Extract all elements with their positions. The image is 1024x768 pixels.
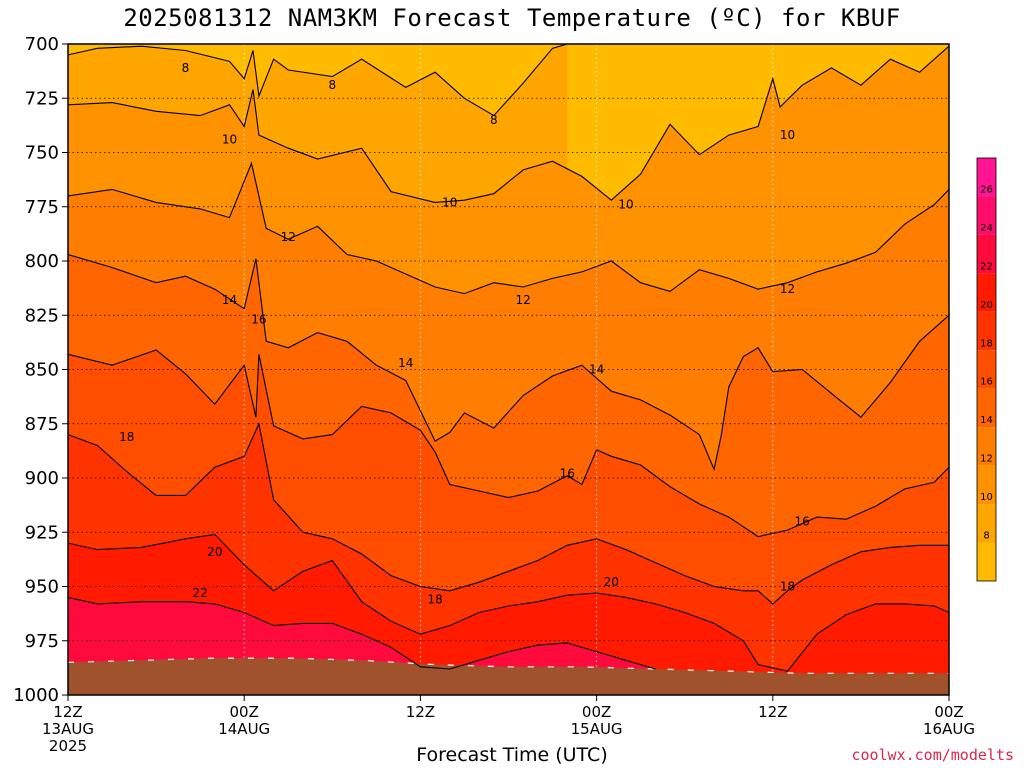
- contour-label: 16: [251, 313, 266, 327]
- contour-label: 22: [193, 586, 208, 600]
- colorbar-swatch: [977, 388, 996, 428]
- contour-line-10: [68, 45, 949, 203]
- x-tick-label: 2025: [49, 737, 87, 755]
- contour-label: 16: [795, 514, 810, 528]
- colorbar-label: 20: [980, 300, 993, 311]
- y-tick-label: 1000: [13, 685, 59, 706]
- colorbar-swatch: [977, 504, 996, 543]
- colorbar-label: 22: [980, 261, 993, 272]
- x-tick-label: 00Z: [582, 703, 611, 721]
- colorbar-label: 16: [980, 377, 993, 388]
- colorbar-swatch: [977, 158, 996, 197]
- surface-ground: [68, 658, 949, 695]
- contour-line-14: [68, 253, 949, 472]
- contour-label: 18: [427, 593, 442, 607]
- x-tick-label: 14AUG: [218, 720, 270, 738]
- surface-edge: [68, 657, 949, 674]
- x-axis-label: Forecast Time (UTC): [416, 744, 608, 766]
- x-tick-label: 00Z: [934, 703, 963, 721]
- contour-line-12: [68, 161, 949, 295]
- y-tick-label: 725: [25, 88, 59, 109]
- contour-line-22: [68, 596, 656, 670]
- contour-label: 14: [398, 356, 413, 370]
- y-tick-label: 950: [25, 577, 59, 598]
- contour-line-8: [68, 44, 568, 117]
- contour-label: 12: [780, 282, 795, 296]
- x-tick-label: 00Z: [230, 703, 259, 721]
- y-tick-label: 775: [25, 197, 59, 218]
- x-tick-label: 16AUG: [923, 720, 975, 738]
- y-tick-label: 700: [25, 34, 59, 55]
- colorbar-label: 18: [980, 338, 993, 349]
- y-tick-label: 875: [25, 414, 59, 435]
- contour-label: 10: [222, 132, 237, 146]
- colorbar-label: 24: [980, 223, 993, 234]
- contour-label: 8: [490, 113, 498, 127]
- colorbar-swatch: [977, 196, 996, 235]
- contour-label: 18: [119, 430, 134, 444]
- colorbar-swatch: [977, 427, 996, 466]
- colorbar-swatch: [977, 234, 996, 274]
- x-tick-label: 12Z: [406, 703, 435, 721]
- grid-lines: [67, 44, 950, 695]
- contour-line-16: [68, 349, 949, 538]
- contour-line-20: [68, 533, 949, 672]
- colorbar-label: 10: [980, 492, 993, 503]
- contour-label: 10: [780, 128, 795, 142]
- colorbar-swatch: [977, 465, 996, 505]
- x-tick-label: 15AUG: [571, 720, 623, 738]
- contour-label: 12: [281, 230, 296, 244]
- y-tick-label: 850: [25, 360, 59, 381]
- y-tick-label: 750: [25, 143, 59, 164]
- contour-label: 16: [560, 467, 575, 481]
- colorbar-frame: [976, 157, 997, 582]
- contour-lines: [68, 44, 949, 672]
- colorbar-label: 12: [980, 454, 993, 465]
- contour-label: 18: [780, 580, 795, 594]
- credit-text: coolwx.com/modelts: [851, 746, 1014, 764]
- x-tick-label: 13AUG: [42, 720, 94, 738]
- contour-label: 20: [207, 545, 222, 559]
- contour-label: 12: [516, 293, 531, 307]
- y-tick-label: 975: [25, 631, 59, 652]
- y-tick-label: 925: [25, 522, 59, 543]
- contour-labels: 8 8 8 10 10 10 10 12 12 12 14 14 14 16 16 16 18 18 18 20 20 2…: [119, 61, 810, 607]
- y-tick-label: 825: [25, 305, 59, 326]
- colorbar-swatch: [977, 542, 996, 581]
- contour-label: 10: [442, 195, 457, 209]
- contour-label: 8: [328, 78, 336, 92]
- contour-label: 14: [589, 363, 604, 377]
- contour-line-18: [68, 421, 949, 605]
- colorbar-label: 14: [980, 415, 993, 426]
- colorbar-label: 8: [983, 531, 989, 542]
- colorbar-swatch: [977, 311, 996, 351]
- colorbar-swatch: [977, 350, 996, 389]
- contour-label: 8: [182, 61, 190, 75]
- x-tick-label: 12Z: [53, 703, 82, 721]
- surface-layer: [68, 657, 949, 695]
- y-tick-label: 900: [25, 468, 59, 489]
- x-tick-label: 12Z: [758, 703, 787, 721]
- colorbar-label: 26: [980, 184, 993, 195]
- colorbar: 8 10 12 14 16 18 20 22 24 26: [976, 157, 997, 582]
- contour-label: 10: [618, 198, 633, 212]
- y-axis: 700 725 750 775 800 825 850 875 900 925 950 975 1000: [13, 34, 68, 706]
- y-tick-label: 800: [25, 251, 59, 272]
- colorbar-swatch: [977, 273, 996, 312]
- chart-title: 2025081312 NAM3KM Forecast Temperature (…: [123, 4, 901, 32]
- contour-label: 20: [604, 575, 619, 589]
- contour-label: 14: [222, 293, 237, 307]
